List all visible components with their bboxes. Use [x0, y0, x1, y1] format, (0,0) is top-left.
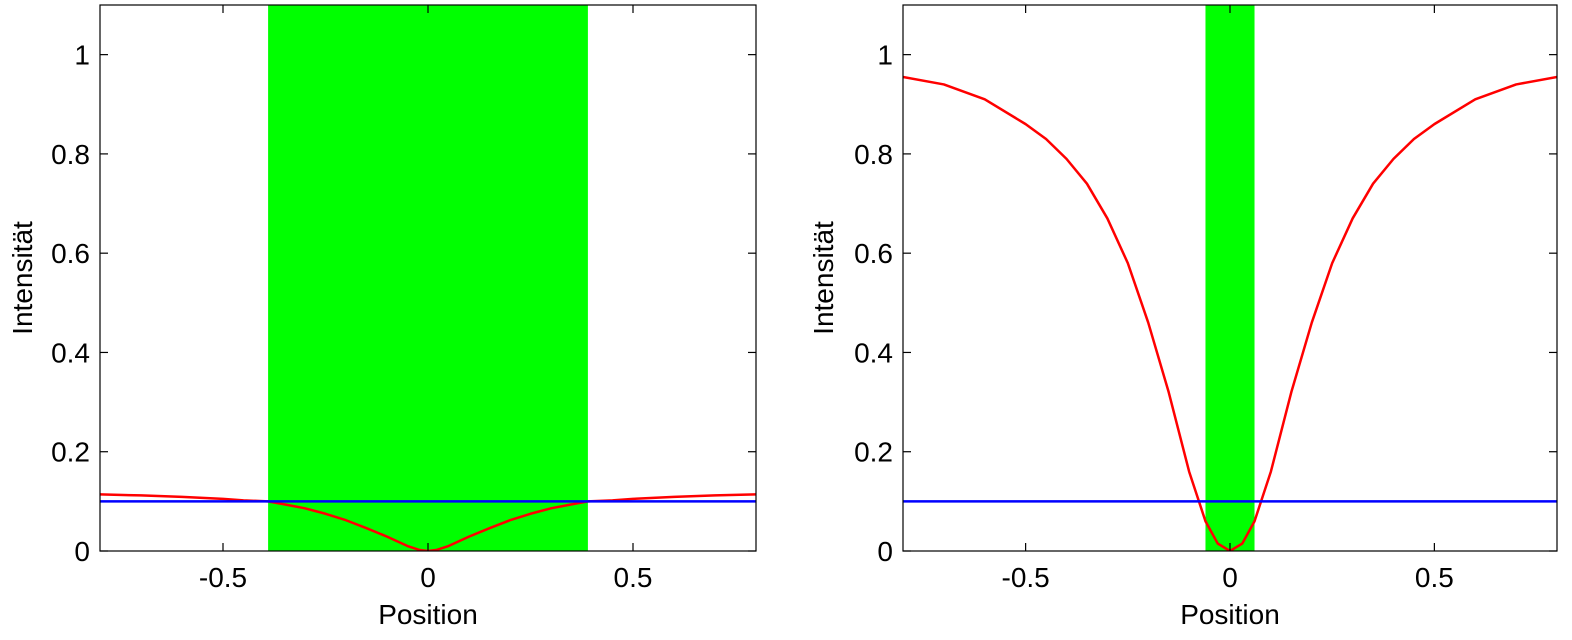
chart-2-ytick-label-4: 0.8 [854, 139, 893, 170]
chart-2-series-1-line [903, 75, 1557, 551]
chart-2-xtick-label-2: 0.5 [1415, 562, 1454, 593]
chart-2-ytick-label-1: 0.2 [854, 437, 893, 468]
chart-2-ytick-label-2: 0.4 [854, 337, 893, 368]
chart-1-ytick-label-5: 1 [74, 40, 90, 71]
chart-1-ylabel: Intensität [7, 221, 38, 335]
chart-1-ytick-label-2: 0.4 [51, 337, 90, 368]
chart-1-ytick-label-4: 0.8 [51, 139, 90, 170]
chart-2-ytick-label-5: 1 [877, 40, 893, 71]
chart-2-ytick-label-3: 0.6 [854, 238, 893, 269]
chart-2-xtick-label-1: 0 [1222, 562, 1238, 593]
chart-1-xtick-label-1: 0 [420, 562, 436, 593]
chart-2-ytick-label-0: 0 [877, 536, 893, 567]
chart-2-xlabel: Position [1180, 599, 1280, 630]
chart-1-ytick-label-3: 0.6 [51, 238, 90, 269]
chart-2-group: 0 0.2 0.4 0.6 0.8 1 -0.5 0 0.5 Position Intensität [808, 4, 1558, 630]
chart-1-xlabel: Position [378, 599, 478, 630]
chart-2-xtick-label-0: -0.5 [1002, 562, 1050, 593]
chart-1-ytick-label-0: 0 [74, 536, 90, 567]
chart-1-ytick-label-1: 0.2 [51, 437, 90, 468]
chart-1-xtick-label-0: -0.5 [199, 562, 247, 593]
chart-2-shaded-region [1205, 5, 1255, 551]
chart-2-ylabel: Intensität [808, 221, 839, 335]
chart-1-xtick-label-2: 0.5 [614, 562, 653, 593]
chart-1-shaded-region [268, 5, 588, 551]
chart-1-group: 0 0.2 0.4 0.6 0.8 1 -0.5 0 0.5 Position Intensität [7, 4, 757, 630]
